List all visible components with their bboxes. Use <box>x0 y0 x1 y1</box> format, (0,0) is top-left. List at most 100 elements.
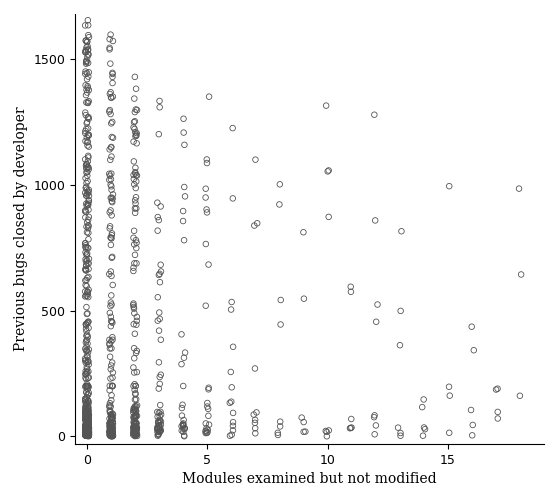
Point <box>372 318 381 326</box>
Point <box>132 408 141 416</box>
Point <box>179 416 188 424</box>
Point <box>131 390 140 398</box>
Point <box>83 420 92 428</box>
Point <box>107 176 116 184</box>
Point <box>82 160 91 168</box>
Point <box>323 428 331 436</box>
Point <box>84 428 93 436</box>
Point <box>107 186 116 194</box>
Point <box>301 428 310 436</box>
Point <box>84 21 93 29</box>
Point <box>130 260 139 268</box>
Point <box>82 394 91 402</box>
Point <box>84 131 93 139</box>
Point <box>83 352 92 360</box>
Point <box>83 346 92 354</box>
Point <box>81 408 90 416</box>
Point <box>180 432 189 440</box>
Point <box>108 424 117 432</box>
Point <box>130 428 139 436</box>
Point <box>82 388 91 396</box>
Point <box>84 33 93 41</box>
Point <box>321 427 330 435</box>
Point <box>84 236 93 244</box>
Point <box>81 266 90 274</box>
Point <box>131 390 140 398</box>
Point <box>81 405 90 413</box>
Point <box>106 30 115 38</box>
Point <box>251 416 259 424</box>
Point <box>83 138 92 146</box>
Point <box>445 392 454 400</box>
Point <box>84 46 93 54</box>
Point <box>84 374 93 382</box>
Point <box>81 420 90 428</box>
Point <box>251 156 260 164</box>
Point <box>105 408 114 416</box>
Point <box>153 425 162 433</box>
Point <box>396 432 405 440</box>
Point <box>83 244 92 252</box>
Point <box>107 430 116 438</box>
Point <box>129 418 138 426</box>
Point <box>84 59 93 67</box>
Point <box>83 428 92 436</box>
Point <box>179 420 188 428</box>
Point <box>84 421 93 429</box>
Point <box>180 141 189 149</box>
Point <box>83 404 92 411</box>
Point <box>81 258 90 266</box>
Point <box>81 48 90 56</box>
Point <box>82 125 91 133</box>
Point <box>108 382 117 390</box>
Point <box>105 172 114 180</box>
Point <box>81 266 90 274</box>
Point <box>84 428 93 436</box>
Point <box>84 286 93 294</box>
Point <box>84 368 93 376</box>
Point <box>84 428 93 436</box>
Point <box>82 422 91 430</box>
Point <box>132 236 141 244</box>
Point <box>179 128 188 136</box>
Point <box>81 429 90 437</box>
Point <box>84 206 93 214</box>
Point <box>469 346 478 354</box>
Point <box>105 420 114 428</box>
Point <box>105 106 114 114</box>
Point <box>83 418 92 426</box>
Point <box>445 429 454 437</box>
Point <box>108 37 117 45</box>
Point <box>106 421 115 429</box>
Point <box>370 430 379 438</box>
Point <box>84 382 93 390</box>
Point <box>84 398 93 406</box>
Point <box>84 427 93 435</box>
Point <box>81 426 90 434</box>
Point <box>84 196 93 204</box>
Point <box>105 422 114 430</box>
Point <box>105 418 114 426</box>
Point <box>83 380 92 388</box>
Point <box>84 189 93 197</box>
Point <box>81 242 90 250</box>
Point <box>154 430 163 438</box>
Point <box>132 423 141 431</box>
Point <box>81 276 90 284</box>
Point <box>84 430 93 438</box>
Point <box>83 428 92 436</box>
Point <box>108 194 117 202</box>
Point <box>108 429 117 437</box>
Point <box>129 426 138 434</box>
Point <box>108 410 117 418</box>
Point <box>130 180 139 188</box>
Point <box>107 426 116 434</box>
Point <box>201 184 210 192</box>
Point <box>105 270 114 278</box>
Point <box>81 374 90 382</box>
Point <box>84 166 93 173</box>
Point <box>83 431 92 439</box>
Point <box>105 428 114 436</box>
Point <box>82 431 91 439</box>
Point <box>84 422 93 430</box>
